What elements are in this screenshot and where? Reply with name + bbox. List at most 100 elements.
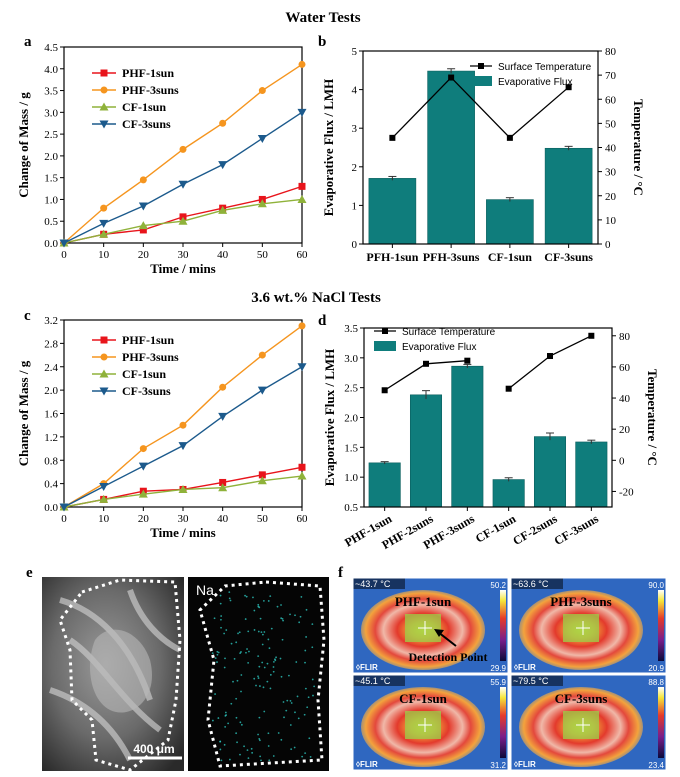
na-dot xyxy=(240,690,242,693)
y-tick-label: 0.0 xyxy=(44,502,58,514)
scale-top-value: 90.0 xyxy=(648,581,664,590)
flir-logo: ◊FLIR xyxy=(514,663,536,672)
x-tick-label: PFH-1sun xyxy=(366,250,418,264)
na-dot xyxy=(259,617,262,620)
x-tick-label: 30 xyxy=(178,249,190,261)
legend-label: PHF-3suns xyxy=(122,350,179,364)
detection-point-label: Detection Point xyxy=(409,650,488,664)
na-dot xyxy=(220,615,223,617)
data-point-PHF-3suns xyxy=(179,421,187,429)
temperature-point xyxy=(565,84,572,91)
na-dot xyxy=(262,599,265,602)
na-dot xyxy=(281,638,284,641)
max-temp-box xyxy=(511,675,563,686)
panel-letter-b: b xyxy=(318,34,326,50)
data-point-CF-3suns xyxy=(257,134,267,143)
panel-letter-d: d xyxy=(318,313,327,329)
na-dot xyxy=(304,661,306,664)
na-dot xyxy=(305,636,308,638)
na-dot xyxy=(216,650,219,653)
thermal-panel-CF-1sun: ~45.1 °C 55.9 31.2 ◊FLIR CF-1sun xyxy=(352,674,509,771)
thermal-sample-label: PHF-1sun xyxy=(395,594,452,609)
data-point-PHF-3suns xyxy=(258,351,266,359)
y2-axis-label: Temperature / °C xyxy=(645,369,660,466)
na-dot xyxy=(311,646,314,649)
y-tick-label: 2.0 xyxy=(44,151,58,163)
scale-bottom-value: 20.9 xyxy=(648,664,664,673)
na-dot xyxy=(266,680,269,683)
legend-marker xyxy=(100,336,108,344)
thermal-sample-label: CF-1sun xyxy=(399,691,447,706)
na-dot xyxy=(275,656,277,659)
x-tick-label: 50 xyxy=(257,249,269,261)
y-axis-label: Change of Mass / g xyxy=(16,92,31,198)
na-dot xyxy=(224,657,226,660)
na-dot xyxy=(239,721,242,724)
y-tick-label: 0.0 xyxy=(44,238,58,250)
na-dot xyxy=(243,745,245,748)
na-dot xyxy=(308,737,311,740)
legend-label: Surface Temperature xyxy=(498,62,592,73)
bar-CF-3suns xyxy=(575,441,608,508)
bar-PHF-3suns xyxy=(451,365,484,508)
x-tick-label: 10 xyxy=(98,513,110,525)
na-dot xyxy=(282,701,285,703)
na-dot xyxy=(219,748,222,751)
na-dot xyxy=(274,658,276,661)
na-map-label: Na xyxy=(196,582,214,598)
na-dot xyxy=(269,673,272,676)
thermal-frame xyxy=(352,577,509,674)
detection-arrow xyxy=(437,631,457,647)
na-dot xyxy=(306,706,309,709)
data-point-PHF-1sun xyxy=(139,226,147,234)
legend-label: Evaporative Flux xyxy=(402,342,476,353)
na-dot xyxy=(304,649,307,652)
y-tick-label: 0 xyxy=(352,239,358,251)
panel-e-images: 400 μm Na xyxy=(42,577,329,772)
na-dot xyxy=(309,755,312,758)
na-dot xyxy=(247,630,250,633)
legend-label: CF-3suns xyxy=(122,117,171,131)
na-dot xyxy=(282,619,284,622)
thermal-frame xyxy=(352,674,509,771)
y-tick-label: 3.5 xyxy=(344,323,358,335)
na-dot xyxy=(307,696,310,699)
y-tick-label: 2.4 xyxy=(44,362,58,374)
na-dot xyxy=(290,702,293,704)
na-dot xyxy=(280,675,283,678)
max-temp-box xyxy=(353,578,405,589)
temperature-point xyxy=(381,387,388,394)
data-point-PHF-3suns xyxy=(219,383,227,391)
panel-letter-f: f xyxy=(338,565,344,581)
thermal-sample-label: CF-3suns xyxy=(555,691,608,706)
y-axis-label: Evaporative Flux / LMH xyxy=(322,349,337,487)
y2-tick-label: 0 xyxy=(619,455,625,467)
na-dot xyxy=(211,719,214,722)
na-dot xyxy=(247,757,250,760)
y-tick-label: 5 xyxy=(352,46,358,58)
data-point-CF-1sun xyxy=(297,194,307,203)
na-dot xyxy=(300,596,303,598)
na-dot xyxy=(219,740,222,743)
na-dot xyxy=(235,732,238,735)
y-tick-label: 1.5 xyxy=(44,173,58,185)
x-tick-label: CF-2suns xyxy=(510,511,559,548)
na-dot xyxy=(214,693,216,695)
legend-label: PHF-1sun xyxy=(122,333,174,347)
na-dot xyxy=(280,738,283,741)
data-point-PHF-3suns xyxy=(298,322,306,330)
water-tests-title: Water Tests xyxy=(285,10,360,26)
temp-scale-bar xyxy=(500,590,506,661)
legend-label: Surface Temperature xyxy=(402,327,496,338)
na-dot xyxy=(250,747,253,750)
na-dot xyxy=(236,679,239,682)
data-point-CF-3suns xyxy=(178,180,188,189)
na-dot xyxy=(220,626,222,629)
data-point-PHF-3suns xyxy=(258,87,266,95)
na-dot xyxy=(246,749,249,752)
scale-top-value: 50.2 xyxy=(490,581,506,590)
temp-scale-bar xyxy=(658,687,664,758)
na-dot xyxy=(220,759,223,762)
na-dot xyxy=(227,722,230,725)
na-dot xyxy=(294,711,296,714)
